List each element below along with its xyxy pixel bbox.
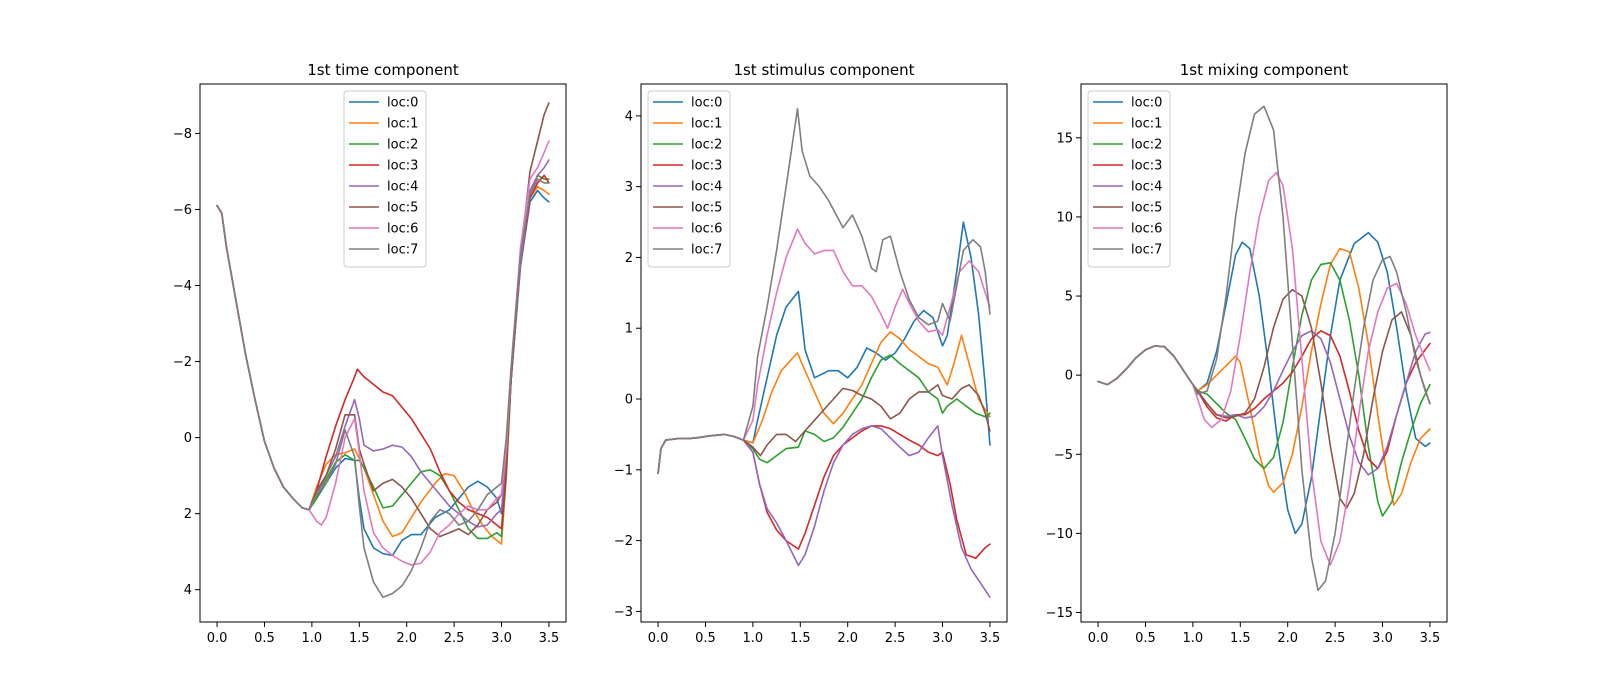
- y-tick-label: −5: [1054, 448, 1073, 463]
- legend-label-loc-1: loc:1: [1131, 117, 1162, 132]
- y-tick-label: 3: [625, 180, 633, 195]
- chart-title: 1st mixing component: [1180, 61, 1349, 79]
- subplot-stimulus-component: 1st stimulus component 0.0 0.5 1.0 1.5 2.0 2.…: [614, 61, 1008, 646]
- legend: loc:0 loc:1 loc:2 loc:3 loc:4 loc:5 loc:6 loc:7: [343, 90, 427, 268]
- legend-label-loc-7: loc:7: [691, 243, 722, 258]
- legend-box: [343, 90, 427, 268]
- y-tick-label: 2: [625, 251, 633, 266]
- series-line-loc-7: [657, 108, 991, 475]
- x-tick-label: 3.5: [1420, 631, 1441, 646]
- x-tick-label: 0.5: [1135, 631, 1156, 646]
- x-tick-label: 2.0: [396, 631, 417, 646]
- y-tick-label: 5: [1065, 290, 1073, 305]
- legend-label-loc-3: loc:3: [387, 159, 418, 174]
- axes-frame: [199, 83, 567, 623]
- x-tick-label: 3.5: [539, 631, 560, 646]
- x-tick-label: 1.5: [1230, 631, 1251, 646]
- y-tick-label: −4: [173, 279, 192, 294]
- axes-frame: [1080, 83, 1448, 623]
- legend-label-loc-0: loc:0: [1131, 96, 1162, 111]
- x-tick-label: 1.5: [349, 631, 370, 646]
- legend-label-loc-5: loc:5: [691, 201, 722, 216]
- y-tick-label: 4: [184, 583, 192, 598]
- x-tick-label: 2.5: [1325, 631, 1346, 646]
- y-tick-label: −10: [1046, 527, 1073, 542]
- subplot-mixing-component: 1st mixing component 0.0 0.5 1.0 1.5 2.0 2.5 3…: [1046, 61, 1448, 646]
- legend-label-loc-5: loc:5: [387, 201, 418, 216]
- y-tick-label: −6: [173, 203, 192, 218]
- x-tick-label: 1.5: [790, 631, 811, 646]
- legend-label-loc-4: loc:4: [387, 180, 418, 195]
- series-line-loc-7: [216, 178, 550, 599]
- y-tick-label: 1: [625, 322, 633, 337]
- legend: loc:0 loc:1 loc:2 loc:3 loc:4 loc:5 loc:6 loc:7: [1087, 90, 1171, 268]
- legend-label-loc-4: loc:4: [1131, 180, 1162, 195]
- y-tick-label: −2: [173, 355, 192, 370]
- legend-label-loc-0: loc:0: [387, 96, 418, 111]
- x-tick-label: 2.5: [444, 631, 465, 646]
- subplot-time-component: 1st time component 0.0 0.5 1.0 1.5 2.0 2.5 3.0…: [173, 61, 567, 646]
- y-tick-label: −3: [614, 605, 633, 620]
- x-tick-label: 3.0: [932, 631, 953, 646]
- legend-label-loc-2: loc:2: [387, 138, 418, 153]
- series-lines: [1097, 105, 1431, 592]
- x-tick-label: 2.0: [837, 631, 858, 646]
- y-tick-label: 15: [1056, 131, 1073, 146]
- legend: loc:0 loc:1 loc:2 loc:3 loc:4 loc:5 loc:6 loc:7: [647, 90, 731, 268]
- x-tick-label: 3.0: [491, 631, 512, 646]
- x-tick-label: 0.5: [695, 631, 716, 646]
- series-lines: [216, 102, 550, 599]
- legend-label-loc-5: loc:5: [1131, 201, 1162, 216]
- y-tick-label: 0: [625, 393, 633, 408]
- x-tick-label: 0.5: [254, 631, 275, 646]
- y-tick-label: 0: [1065, 369, 1073, 384]
- x-tick-label: 0.0: [1088, 631, 1109, 646]
- legend-label-loc-1: loc:1: [691, 117, 722, 132]
- x-tick-label: 1.0: [302, 631, 323, 646]
- y-tick-label: 4: [625, 109, 633, 124]
- legend-label-loc-3: loc:3: [691, 159, 722, 174]
- legend-label-loc-1: loc:1: [387, 117, 418, 132]
- legend-label-loc-2: loc:2: [1131, 138, 1162, 153]
- y-tick-label: −1: [614, 463, 633, 478]
- x-tick-label: 1.0: [743, 631, 764, 646]
- y-tick-label: −8: [173, 127, 192, 142]
- legend-label-loc-7: loc:7: [387, 243, 418, 258]
- axes-frame: [640, 83, 1008, 623]
- x-tick-label: 0.0: [207, 631, 228, 646]
- legend-label-loc-6: loc:6: [1131, 222, 1162, 237]
- legend-label-loc-0: loc:0: [691, 96, 722, 111]
- legend-label-loc-6: loc:6: [691, 222, 722, 237]
- legend-label-loc-2: loc:2: [691, 138, 722, 153]
- y-tick-label: −2: [614, 534, 633, 549]
- x-tick-label: 0.0: [648, 631, 669, 646]
- x-tick-label: 3.5: [980, 631, 1001, 646]
- legend-label-loc-4: loc:4: [691, 180, 722, 195]
- series-lines: [657, 108, 991, 598]
- legend-label-loc-6: loc:6: [387, 222, 418, 237]
- y-tick-label: −15: [1046, 606, 1073, 621]
- series-line-loc-7: [1097, 105, 1431, 592]
- legend-box: [1087, 90, 1171, 268]
- x-tick-label: 3.0: [1372, 631, 1393, 646]
- x-tick-label: 2.0: [1277, 631, 1298, 646]
- y-tick-label: 0: [184, 431, 192, 446]
- x-tick-label: 1.0: [1183, 631, 1204, 646]
- chart-title: 1st time component: [307, 61, 459, 79]
- y-tick-label: 2: [184, 507, 192, 522]
- y-tick-label: 10: [1056, 210, 1073, 225]
- chart-title: 1st stimulus component: [733, 61, 914, 79]
- x-tick-label: 2.5: [885, 631, 906, 646]
- legend-label-loc-7: loc:7: [1131, 243, 1162, 258]
- legend-box: [647, 90, 731, 268]
- legend-label-loc-3: loc:3: [1131, 159, 1162, 174]
